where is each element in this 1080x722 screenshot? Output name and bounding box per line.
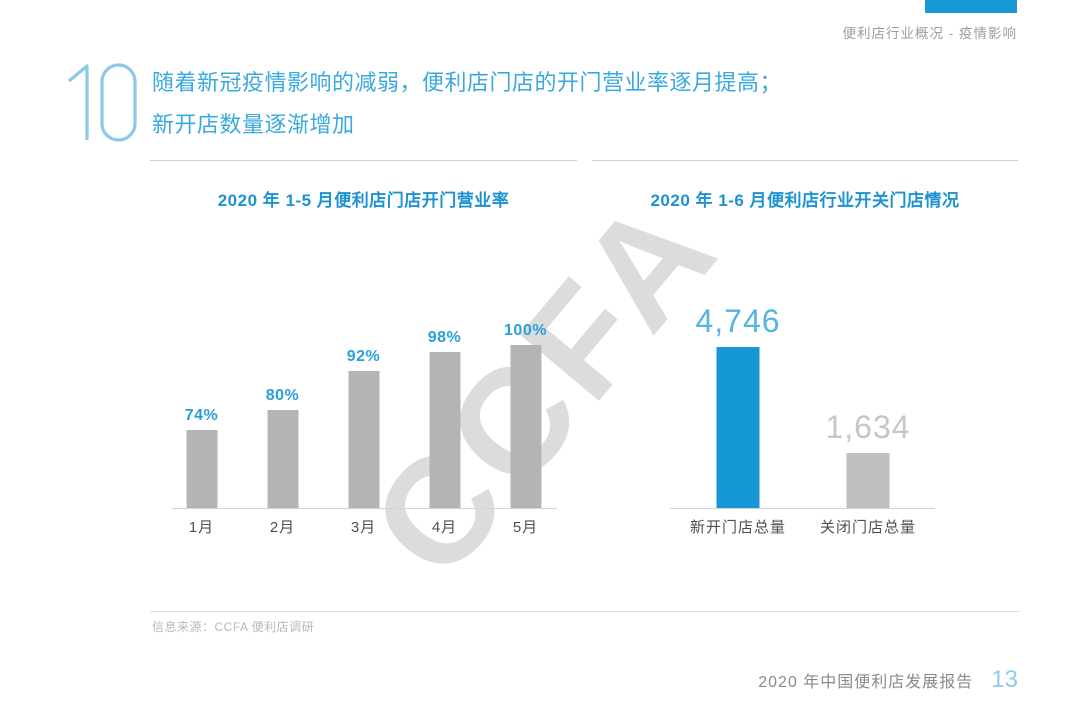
slide-number-10-icon <box>67 63 137 142</box>
left-chart-divider <box>150 160 577 161</box>
headline-line2: 新开店数量逐渐增加 <box>152 112 355 137</box>
bar-slot: 100% 5月 <box>485 322 566 536</box>
bar-value-label: 92% <box>346 348 381 365</box>
source-divider <box>150 611 1020 612</box>
bar-value-label: 98% <box>427 329 462 346</box>
bar-category-label: 关闭门店总量 <box>819 519 916 536</box>
bar-category-label: 5月 <box>512 519 539 536</box>
bar <box>348 371 379 508</box>
right-chart-plot: 4,746 新开门店总量 1,634 关闭门店总量 <box>673 303 933 536</box>
bar-category-label: 新开门店总量 <box>689 519 786 536</box>
slide-number-graphic <box>62 60 142 149</box>
headline: 随着新冠疫情影响的减弱，便利店门店的开门营业率逐月提高； 新开店数量逐渐增加 <box>152 62 782 146</box>
bar-value-label: 74% <box>184 407 219 424</box>
bar-category-label: 4月 <box>431 519 458 536</box>
bar-slot: 1,634 关闭门店总量 <box>803 347 933 536</box>
footer-report-title: 2020 年中国便利店发展报告 <box>758 674 974 691</box>
digit-one-shape <box>67 64 89 140</box>
headline-line1: 随着新冠疫情影响的减弱，便利店门店的开门营业率逐月提高； <box>152 70 783 95</box>
bar <box>510 345 541 508</box>
right-chart-divider <box>592 160 1018 161</box>
top-accent-bar <box>925 0 1017 13</box>
bar-category-label: 1月 <box>188 519 215 536</box>
left-chart-plot: 74% 1月 80% 2月 92% 3月 98% 4月 100% 5月 <box>161 322 566 536</box>
right-chart-axis-line <box>670 508 935 509</box>
bar-value-label: 1,634 <box>825 409 911 445</box>
bar-category-label: 3月 <box>350 519 377 536</box>
bar-value-label: 100% <box>504 322 547 339</box>
bar <box>429 352 460 508</box>
footer-page-number: 13 <box>991 666 1018 693</box>
bar-slot: 98% 4月 <box>404 329 485 536</box>
footer: 2020 年中国便利店发展报告 13 <box>758 666 1018 694</box>
bar-value-label: 80% <box>265 387 300 404</box>
left-chart-title: 2020 年 1-5 月便利店门店开门营业率 <box>217 191 510 210</box>
section-label: 便利店行业概况 - 疫情影响 <box>842 26 1017 41</box>
bar-category-label: 2月 <box>269 519 296 536</box>
bar-value-label: 4,746 <box>695 303 781 339</box>
bar-slot: 92% 3月 <box>323 345 404 536</box>
bar-slot: 80% 2月 <box>242 345 323 536</box>
bar-slot: 4,746 新开门店总量 <box>673 303 803 536</box>
digit-zero-shape <box>100 63 137 142</box>
bar-slot: 74% 1月 <box>161 345 242 536</box>
left-chart-axis-line <box>172 508 557 509</box>
bar <box>846 453 890 508</box>
bar <box>186 430 217 508</box>
bar <box>267 410 298 508</box>
right-chart-title: 2020 年 1-6 月便利店行业开关门店情况 <box>650 191 960 210</box>
bar <box>716 347 760 508</box>
source-note: 信息来源：CCFA 便利店调研 <box>152 620 315 634</box>
